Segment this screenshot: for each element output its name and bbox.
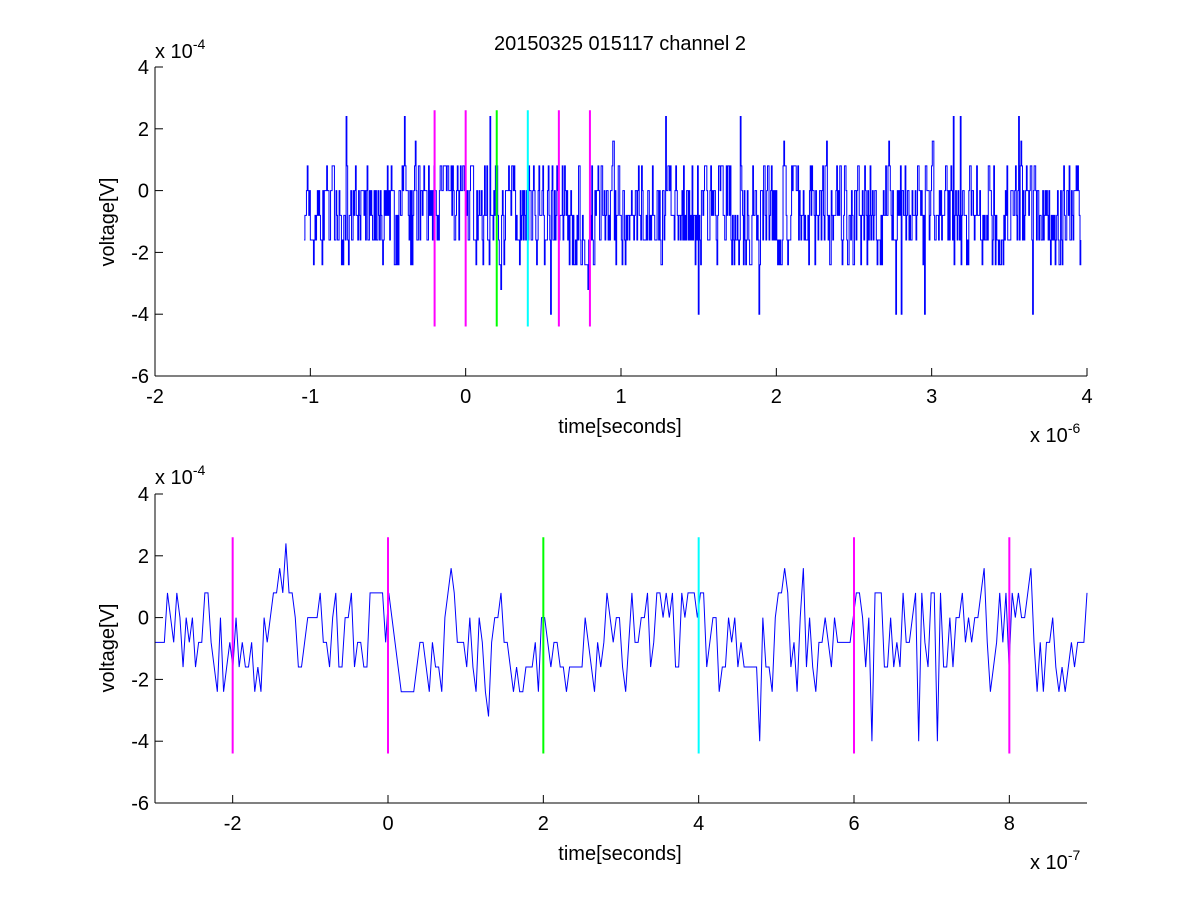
top-x-tick-label: 1 [615,386,626,408]
top-marker-layer [433,110,591,327]
bottom-marker-layer [231,537,1011,754]
top-x-tick-label: 3 [926,386,937,408]
bottom-x-exponent-label: x 10-7 [1030,847,1080,874]
top-x-axis-label: time[seconds] [558,416,681,438]
bottom-x-tick-label: -2 [224,813,242,835]
bottom-y-exponent-label: x 10-4 [155,462,205,489]
bottom-ticks: -2 0 2 4 6 8 -6 -4 -2 0 2 4 [131,484,1015,835]
bottom-signal-series-line [155,543,1088,742]
top-y-tick-label: -2 [131,242,149,264]
top-signal-series-line [304,115,1082,315]
bottom-x-tick-label: 0 [382,813,393,835]
bottom-axes [154,494,1087,804]
bottom-x-tick-label: 4 [693,813,704,835]
bottom-y-tick-label: -2 [131,669,149,691]
top-x-exponent-label: x 10-6 [1030,420,1080,447]
top-x-tick-label: -2 [146,386,164,408]
bottom-x-tick-label: 6 [848,813,859,835]
bottom-y-tick-label: -4 [131,731,149,753]
top-x-tick-label: -1 [301,386,319,408]
bottom-y-axis-label: voltage[V] [97,604,119,693]
bottom-subplot: -2 0 2 4 6 8 -6 -4 -2 0 2 4 time[seconds] voltage[V… [97,462,1088,874]
top-y-tick-label: -4 [131,304,149,326]
top-y-exponent-label: x 10-4 [155,36,205,63]
top-y-tick-label: 4 [138,57,149,79]
bottom-y-tick-label: -6 [131,793,149,815]
top-y-tick-label: 2 [138,119,149,141]
top-y-tick-label: 0 [138,181,149,203]
figure-title: 20150325 015117 channel 2 [494,33,746,55]
bottom-x-axis-label: time[seconds] [558,843,681,865]
bottom-y-tick-label: 4 [138,484,149,506]
top-ticks: -2 -1 0 1 2 3 4 -6 -4 -2 0 2 4 [131,57,1092,408]
top-y-axis-label: voltage[V] [97,178,119,267]
bottom-x-tick-label: 8 [1004,813,1015,835]
bottom-signal-layer [155,543,1088,742]
top-signal-layer [304,115,1082,315]
bottom-y-tick-label: 0 [138,608,149,630]
top-subplot: -2 -1 0 1 2 3 4 -6 -4 -2 0 2 4 time[seconds] voltage… [97,36,1093,447]
top-x-tick-label: 2 [771,386,782,408]
bottom-y-tick-label: 2 [138,546,149,568]
top-x-tick-label: 4 [1081,386,1092,408]
top-x-tick-label: 0 [460,386,471,408]
top-y-tick-label: -6 [131,366,149,388]
bottom-x-tick-label: 2 [538,813,549,835]
